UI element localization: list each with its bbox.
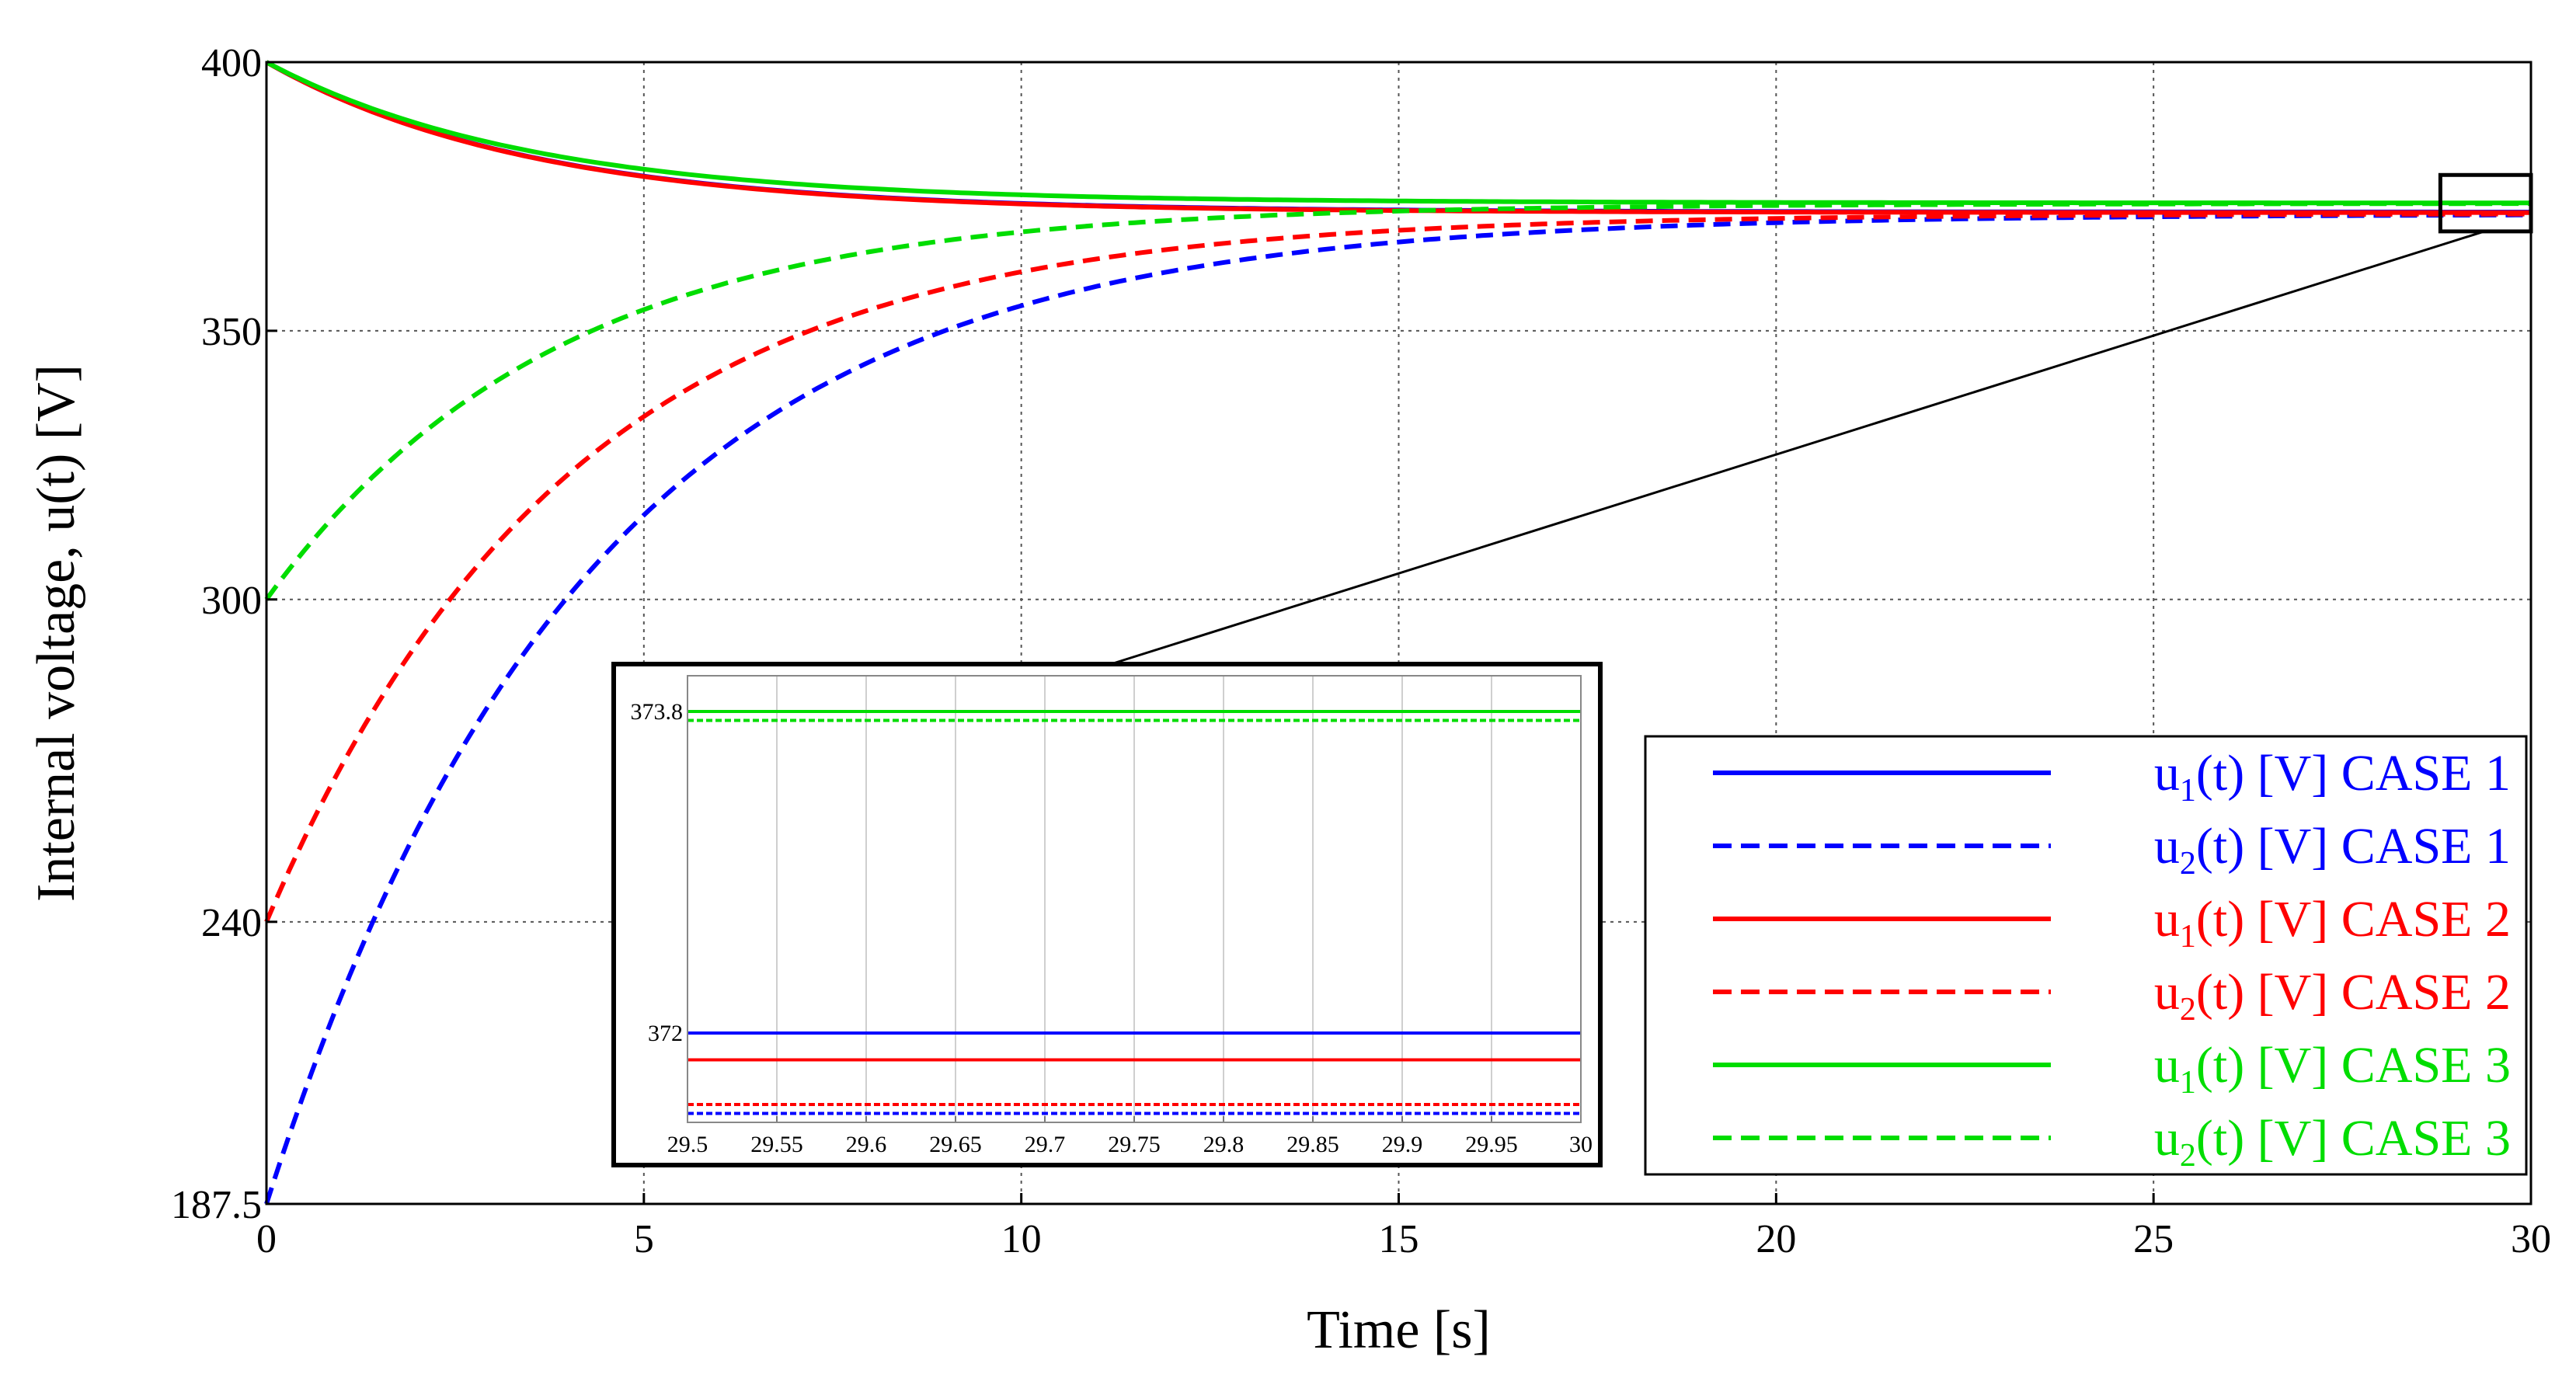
inset-x-tick-label: 29.75: [1108, 1132, 1161, 1157]
zoom-connector-line: [1110, 230, 2485, 666]
legend-label-5: u1(t) [V] CASE 3: [2154, 1037, 2511, 1101]
inset-zoom-plot: 29.5 29.55 29.6 29.65 29.7 29.75 29.8 29.85 29.9…: [611, 662, 1603, 1167]
x-axis-label: Time [s]: [1307, 1300, 1491, 1360]
inset-x-tick-label: 29.85: [1286, 1132, 1339, 1157]
legend-box: [1644, 735, 2528, 1176]
inset-x-tick-label: 30: [1569, 1132, 1593, 1157]
inset-x-tick-label: 29.95: [1465, 1132, 1518, 1157]
inset-x-tick-label: 29.6: [846, 1132, 887, 1157]
inset-axes-frame: [687, 675, 1582, 1123]
x-tick-label: 30: [2511, 1217, 2551, 1261]
legend-label-rest: (t) [V] CASE 1: [2196, 745, 2511, 802]
inset-x-tick-label: 29.9: [1382, 1132, 1423, 1157]
y-axis-label: Internal voltage, u(t) [V]: [26, 364, 86, 902]
legend-label-sub: 1: [2180, 919, 2196, 955]
legend-label-rest: (t) [V] CASE 2: [2196, 964, 2511, 1021]
x-tick-label: 20: [1756, 1217, 1796, 1261]
inset-x-tick-label: 29.5: [667, 1132, 708, 1157]
x-tick-label: 5: [634, 1217, 654, 1261]
legend-label-sub: 1: [2180, 773, 2196, 809]
y-tick-label: 240: [201, 901, 262, 945]
zoom-region-box: [2438, 172, 2533, 234]
y-tick-label: 400: [201, 41, 262, 85]
series-line-5: [265, 60, 2531, 206]
series-line-4: [264, 211, 2531, 923]
legend-label-var: u: [2154, 964, 2180, 1021]
legend-label-var: u: [2154, 818, 2180, 875]
legend-label-var: u: [2154, 1037, 2180, 1094]
legend-label-2: u2(t) [V] CASE 1: [2154, 818, 2511, 882]
legend-label-sub: 2: [2180, 846, 2196, 882]
legend-label-var: u: [2154, 745, 2180, 802]
legend-label-4: u2(t) [V] CASE 2: [2154, 964, 2511, 1028]
legend-label-6: u2(t) [V] CASE 3: [2154, 1110, 2511, 1174]
main-series-lines: [264, 60, 2531, 1205]
y-tick-label: 300: [201, 579, 262, 623]
legend-label-rest: (t) [V] CASE 3: [2196, 1110, 2511, 1167]
x-tick-label: 25: [2133, 1217, 2174, 1261]
inset-y-tick-label: 373.8: [631, 699, 684, 725]
legend-label-var: u: [2154, 1110, 2180, 1167]
main-tick-labels: 0 5 10 15 20 25 30 187.5 240 300 350 400: [171, 41, 2551, 1261]
y-tick-label: 350: [201, 310, 262, 354]
legend-label-rest: (t) [V] CASE 1: [2196, 818, 2511, 875]
inset-x-tick-label: 29.7: [1025, 1132, 1066, 1157]
legend-label-rest: (t) [V] CASE 3: [2196, 1037, 2511, 1094]
inset-x-tick-label: 29.55: [750, 1132, 803, 1157]
series-line-2: [264, 212, 2531, 1205]
legend-label-3: u1(t) [V] CASE 2: [2154, 891, 2511, 955]
legend: u1(t) [V] CASE 1u2(t) [V] CASE 1u1(t) [V…: [1644, 735, 2528, 1176]
inset-frame: [611, 662, 1603, 1167]
x-tick-label: 0: [256, 1217, 277, 1261]
x-tick-label: 15: [1379, 1217, 1419, 1261]
inset-x-tick-label: 29.65: [929, 1132, 982, 1157]
legend-label-sub: 1: [2180, 1065, 2196, 1101]
legend-label-sub: 2: [2180, 992, 2196, 1028]
inset-x-tick-label: 29.8: [1203, 1132, 1244, 1157]
legend-label-var: u: [2154, 891, 2180, 948]
y-tick-label: 187.5: [171, 1183, 262, 1227]
x-tick-label: 10: [1001, 1217, 1042, 1261]
legend-label-1: u1(t) [V] CASE 1: [2154, 745, 2511, 809]
legend-label-sub: 2: [2180, 1138, 2196, 1174]
series-line-6: [264, 201, 2531, 601]
legend-label-rest: (t) [V] CASE 2: [2196, 891, 2511, 948]
inset-y-tick-label: 372: [648, 1021, 683, 1046]
